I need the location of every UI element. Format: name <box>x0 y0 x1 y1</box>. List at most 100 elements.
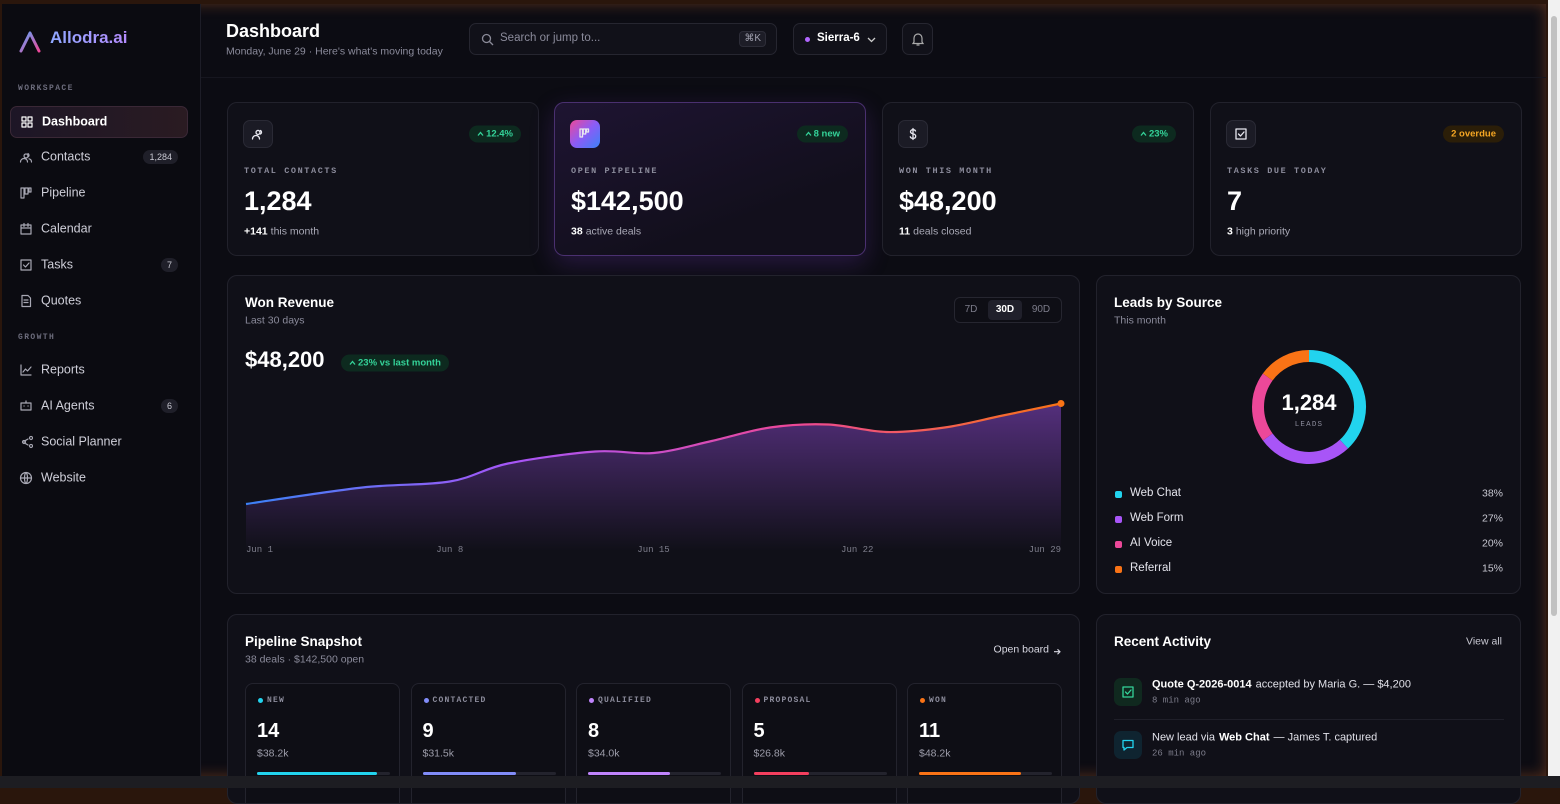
revenue-line <box>245 402 1062 506</box>
legend-label: Referral <box>1130 562 1171 575</box>
nav-badge: 6 <box>160 399 178 413</box>
notification-button[interactable] <box>902 23 933 55</box>
progress-track <box>257 772 390 775</box>
area-fill <box>246 403 1061 551</box>
card-title: Pipeline Snapshot <box>245 633 363 649</box>
legend-label: Web Chat <box>1130 487 1181 500</box>
shortcut-hint: ⌘K <box>739 31 766 47</box>
search-box[interactable]: Search or jump to... ⌘K <box>469 23 777 55</box>
icon <box>579 128 590 138</box>
icon <box>20 400 32 411</box>
nav-item[interactable]: Dashboard <box>10 106 188 138</box>
progress-track <box>919 772 1052 775</box>
up-arrow <box>1140 131 1147 136</box>
search-placeholder: Search or jump to... <box>500 32 601 45</box>
activity-icon <box>1114 678 1142 706</box>
range-tab[interactable]: 90D <box>1031 304 1051 315</box>
stage-dot <box>589 698 594 703</box>
donut-center-value: 1,284 <box>1281 390 1337 415</box>
revenue-chart: Jun 1 Jun 8 Jun 15 Jun 22 Jun 29 <box>245 400 1065 555</box>
stage-name: PROPOSAL <box>763 696 812 706</box>
icon-path <box>1235 128 1247 140</box>
icon <box>20 364 32 376</box>
card-title: Recent Activity <box>1114 633 1212 649</box>
x-tick-label: Jun 8 <box>436 545 463 555</box>
kpi-note-strong: 3 <box>1227 225 1233 238</box>
scrollbar-thumb[interactable] <box>1551 16 1557 616</box>
nav-label: Reports <box>41 362 85 377</box>
nav-label: Contacts <box>41 149 91 164</box>
nav-item[interactable]: Pipeline <box>10 178 186 208</box>
icon-path <box>20 400 32 411</box>
brand[interactable]: Allodra.ai <box>50 27 128 47</box>
progress-bar <box>422 772 516 775</box>
legend-value: 15% <box>1481 562 1503 575</box>
icon-path <box>1122 686 1134 698</box>
kpi-label: TOTAL CONTACTS <box>244 165 338 176</box>
sidebar: Allodra.ai WORKSPACE Dashboard Contacts 1,2… <box>2 4 201 776</box>
arrow-path <box>1140 131 1147 136</box>
arrow-path <box>805 131 812 136</box>
search-icon <box>481 33 494 46</box>
up-arrow <box>349 360 356 365</box>
legend-value: 27% <box>1481 512 1503 525</box>
progress-bar <box>919 772 1022 775</box>
icon-path <box>21 294 32 308</box>
nav-item[interactable]: Tasks 7 <box>10 250 186 280</box>
progress-track <box>753 772 887 775</box>
icon-path <box>909 127 917 141</box>
icon <box>19 471 33 485</box>
range-tab[interactable]: 7D <box>964 304 978 315</box>
workspace-selector[interactable]: Sierra-6 <box>793 23 887 55</box>
nav-item[interactable]: Reports <box>10 355 186 385</box>
logo-icon <box>19 31 41 53</box>
nav-item[interactable]: AI Agents 6 <box>10 391 186 421</box>
nav-badge: 1,284 <box>143 150 178 164</box>
x-tick-label: Jun 15 <box>637 545 669 555</box>
kpi-card: 8 new OPEN PIPELINE $142,500 38 active deals <box>554 102 866 256</box>
nav-item[interactable]: Website <box>10 463 186 493</box>
up-arrow <box>805 131 812 136</box>
activity-time: 8 min ago <box>1152 695 1201 706</box>
change-badge: 23% vs last month <box>341 354 449 372</box>
donut-segment <box>1308 350 1366 449</box>
up-arrow <box>477 131 484 136</box>
open-board-link[interactable]: Open board <box>994 644 1061 657</box>
nav-label: Social Planner <box>41 434 122 449</box>
kpi-note: +141 this month <box>244 226 319 239</box>
icon-path <box>251 129 263 140</box>
stage-amount: $31.5k <box>422 747 455 760</box>
leads-card: Leads by Source This month 1,284 LEADS Web C… <box>1096 275 1521 594</box>
icon <box>21 294 32 308</box>
range-tab[interactable]: 30D <box>988 300 1022 320</box>
header-subtitle: Monday, June 29 · Here's what's moving t… <box>226 45 443 58</box>
icon-path <box>20 364 32 376</box>
nav-item[interactable]: Calendar <box>10 214 186 244</box>
kpi-badge: 8 new <box>796 125 848 143</box>
legend-label: AI Voice <box>1130 537 1173 550</box>
scrollbar <box>1548 0 1560 776</box>
chart-title: Won Revenue <box>245 294 335 310</box>
nav-item[interactable]: Social Planner <box>10 427 186 457</box>
won-revenue-card: Won Revenue Last 30 days 7D 30D 90D $48,200 23… <box>227 275 1080 594</box>
view-all-link[interactable]: View all <box>1466 635 1502 648</box>
activity-strong: Quote Q-2026-0014 <box>1152 678 1252 691</box>
nav-item[interactable]: Contacts 1,284 <box>10 142 186 172</box>
nav-label: Dashboard <box>42 114 108 129</box>
stage-amount: $34.0k <box>588 747 620 760</box>
header-divider <box>201 77 1546 78</box>
legend-swatch <box>1115 490 1122 498</box>
progress-bar <box>753 772 810 775</box>
kpi-note: 11 deals closed <box>899 226 971 239</box>
donut-chart: 1,284 LEADS <box>1252 350 1366 464</box>
legend-value: 20% <box>1481 537 1503 550</box>
link-text: Open board <box>993 643 1049 656</box>
icon-path <box>1122 739 1134 751</box>
nav-item[interactable]: Quotes <box>10 286 186 316</box>
kpi-label: WON THIS MONTH <box>899 165 993 176</box>
stage-count: 11 <box>919 720 941 742</box>
legend-value: 38% <box>1481 487 1503 500</box>
icon <box>19 152 33 163</box>
